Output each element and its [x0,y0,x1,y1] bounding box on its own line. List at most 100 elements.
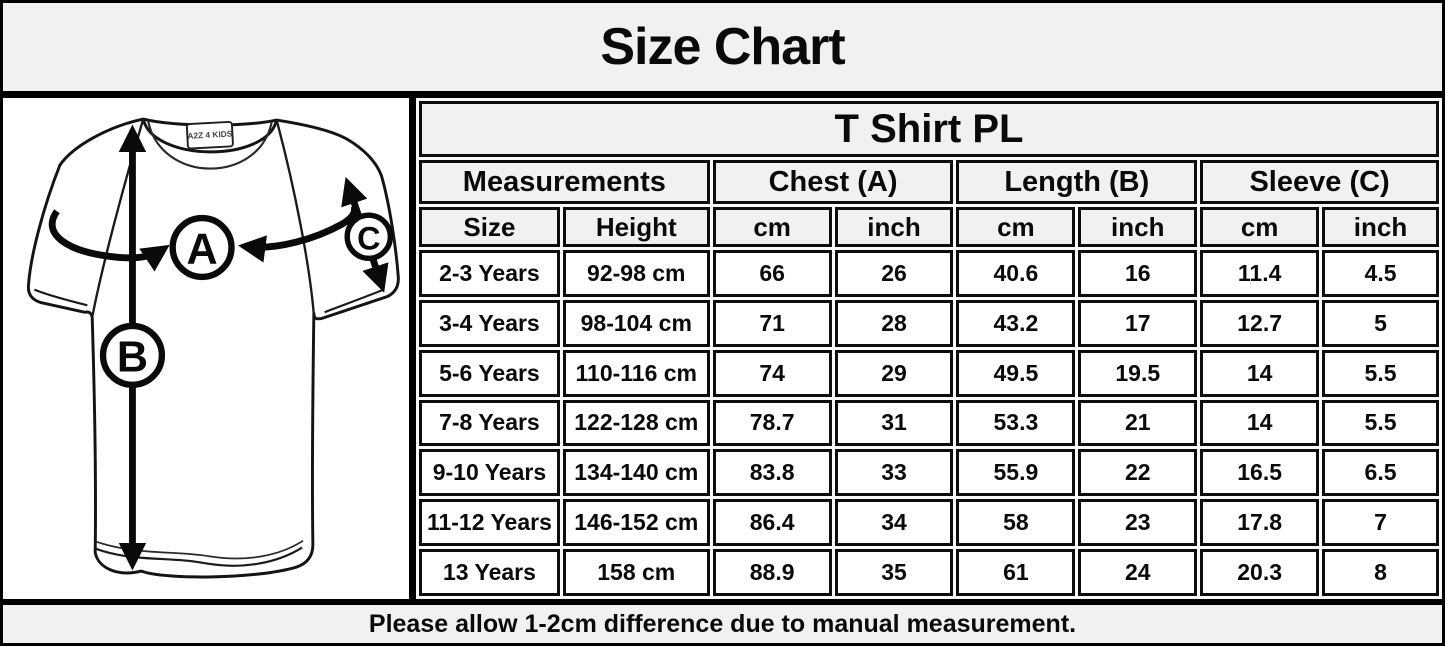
cell-sleeve-inch: 8 [1322,549,1439,596]
chest-badge-letter: A [186,225,217,273]
content-area: A2Z 4 KIDS A B C [3,98,1442,599]
chest-arrow-left [48,209,170,272]
cell-sleeve-inch: 5.5 [1322,349,1439,397]
cell-length-cm: 49.5 [956,349,1076,397]
cell-chest-inch: 31 [834,399,954,447]
size-row: 5-6 Years 110-116 cm 74 29 49.5 19.5 14 … [419,349,1439,397]
col-header-sleeve-inch: inch [1322,207,1439,247]
cell-chest-cm: 83.8 [712,449,832,497]
cell-height: 146-152 cm [562,499,710,547]
group-measurements: Measurements [419,160,710,204]
title-bar: Size Chart [3,3,1442,98]
cell-height: 158 cm [562,549,710,596]
cell-sleeve-inch: 5.5 [1322,399,1439,447]
size-row: 3-4 Years 98-104 cm 71 28 43.2 17 12.7 5 [419,299,1439,347]
cell-length-cm: 61 [956,549,1076,596]
col-header-sleeve-cm: cm [1200,207,1320,247]
cell-chest-cm: 74 [712,349,832,397]
cell-length-cm: 55.9 [956,449,1076,497]
sleeve-badge-letter: C [357,221,380,257]
cell-chest-inch: 33 [834,449,954,497]
col-header-chest-cm: cm [712,207,832,247]
cell-length-inch: 24 [1078,549,1198,596]
cell-chest-inch: 35 [834,549,954,596]
cell-chest-inch: 28 [834,299,954,347]
chest-badge-a: A [169,214,235,281]
collar-inner-line [147,120,273,170]
cell-length-inch: 17 [1078,299,1198,347]
size-row: 13 Years 158 cm 88.9 35 61 24 20.3 8 [419,549,1439,596]
cell-size: 2-3 Years [419,250,560,297]
cell-height: 122-128 cm [562,399,710,447]
cell-chest-inch: 34 [834,499,954,547]
cell-size: 3-4 Years [419,299,560,347]
col-header-height: Height [562,207,710,247]
cell-sleeve-inch: 5 [1322,299,1439,347]
cell-length-inch: 16 [1078,250,1198,297]
group-length: Length (B) [956,160,1198,204]
cell-size: 13 Years [419,549,560,596]
measurement-note: Please allow 1-2cm difference due to man… [368,609,1077,638]
size-row: 2-3 Years 92-98 cm 66 26 40.6 16 11.4 4.… [419,250,1439,297]
cell-size: 9-10 Years [419,449,560,497]
cell-size: 7-8 Years [419,399,560,447]
cell-chest-inch: 29 [834,349,954,397]
cell-length-inch: 19.5 [1078,349,1198,397]
length-badge-b: B [99,322,166,388]
tshirt-outline [26,117,400,579]
cell-sleeve-cm: 16.5 [1200,449,1320,497]
cell-chest-cm: 86.4 [712,499,832,547]
col-header-size: Size [419,207,560,247]
group-sleeve: Sleeve (C) [1200,160,1439,204]
cell-height: 92-98 cm [562,250,710,297]
page-title: Size Chart [600,18,845,76]
cell-chest-cm: 88.9 [712,549,832,596]
col-header-length-cm: cm [956,207,1076,247]
right-seam-line [275,119,316,316]
left-sleeve-hem-line [33,288,88,307]
product-name: T Shirt PL [419,101,1439,157]
cell-length-cm: 58 [956,499,1076,547]
cell-sleeve-cm: 17.8 [1200,499,1320,547]
length-badge-letter: B [117,333,148,381]
group-chest: Chest (A) [712,160,954,204]
tshirt-diagram-panel: A2Z 4 KIDS A B C [3,98,416,599]
cell-sleeve-cm: 14 [1200,399,1320,447]
cell-length-cm: 40.6 [956,250,1076,297]
cell-size: 5-6 Years [419,349,560,397]
cell-sleeve-cm: 20.3 [1200,549,1320,596]
cell-length-inch: 22 [1078,449,1198,497]
cell-length-inch: 21 [1078,399,1198,447]
size-table-panel: T Shirt PL Measurements Chest (A) Length… [416,98,1442,599]
cell-length-cm: 43.2 [956,299,1076,347]
product-header-row: T Shirt PL [419,101,1439,157]
neck-tag: A2Z 4 KIDS [185,120,234,150]
column-group-row: Measurements Chest (A) Length (B) Sleeve… [419,160,1439,204]
column-header-row: Size Height cm inch cm inch cm inch [419,207,1439,247]
tshirt-measurement-diagram: A2Z 4 KIDS A B C [26,117,400,579]
col-header-chest-inch: inch [834,207,954,247]
cell-chest-cm: 78.7 [712,399,832,447]
cell-height: 110-116 cm [562,349,710,397]
cell-sleeve-cm: 11.4 [1200,250,1320,297]
neck-tag-text: A2Z 4 KIDS [187,128,233,140]
footer-note-bar: Please allow 1-2cm difference due to man… [3,599,1442,643]
size-row: 11-12 Years 146-152 cm 86.4 34 58 23 17.… [419,499,1439,547]
cell-chest-inch: 26 [834,250,954,297]
cell-sleeve-inch: 4.5 [1322,250,1439,297]
col-header-length-inch: inch [1078,207,1198,247]
cell-chest-cm: 71 [712,299,832,347]
size-row: 9-10 Years 134-140 cm 83.8 33 55.9 22 16… [419,449,1439,497]
cell-length-cm: 53.3 [956,399,1076,447]
cell-height: 134-140 cm [562,449,710,497]
cell-sleeve-cm: 14 [1200,349,1320,397]
size-row: 7-8 Years 122-128 cm 78.7 31 53.3 21 14 … [419,399,1439,447]
cell-sleeve-inch: 6.5 [1322,449,1439,497]
cell-size: 11-12 Years [419,499,560,547]
cell-sleeve-inch: 7 [1322,499,1439,547]
cell-sleeve-cm: 12.7 [1200,299,1320,347]
cell-chest-cm: 66 [712,250,832,297]
cell-length-inch: 23 [1078,499,1198,547]
cell-height: 98-104 cm [562,299,710,347]
